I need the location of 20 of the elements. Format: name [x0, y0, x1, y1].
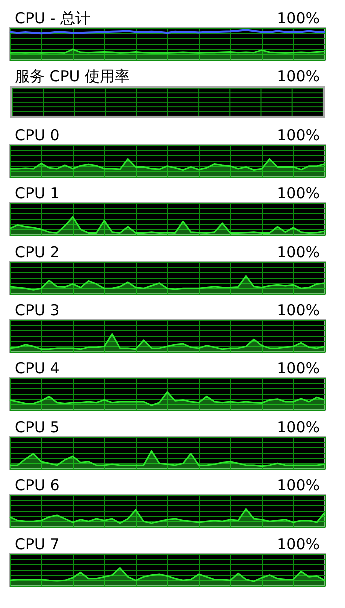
chart-title: CPU - 总计	[15, 10, 90, 28]
text: 100%	[277, 535, 320, 554]
text: 100%	[277, 418, 320, 436]
text: 100%	[277, 126, 320, 144]
chart-title: CPU 4	[15, 360, 60, 378]
text: 100%	[277, 184, 320, 203]
text: 100%	[277, 360, 320, 378]
chart-title: CPU 6	[15, 476, 60, 495]
chart-title: CPU 7	[15, 535, 60, 554]
text: 100%	[277, 302, 320, 320]
chart-title: CPU 2	[15, 243, 60, 262]
text: 100%	[277, 476, 320, 495]
chart-title: CPU 0	[15, 126, 60, 144]
text: 服务 CPU 使用率	[15, 68, 130, 86]
text: 100%	[277, 10, 320, 28]
chart-title: CPU 3	[15, 302, 60, 320]
text: 100%	[277, 68, 320, 86]
chart-title: CPU 1	[15, 184, 60, 203]
text: 100%	[277, 243, 320, 262]
chart-title: CPU 5	[15, 418, 60, 436]
